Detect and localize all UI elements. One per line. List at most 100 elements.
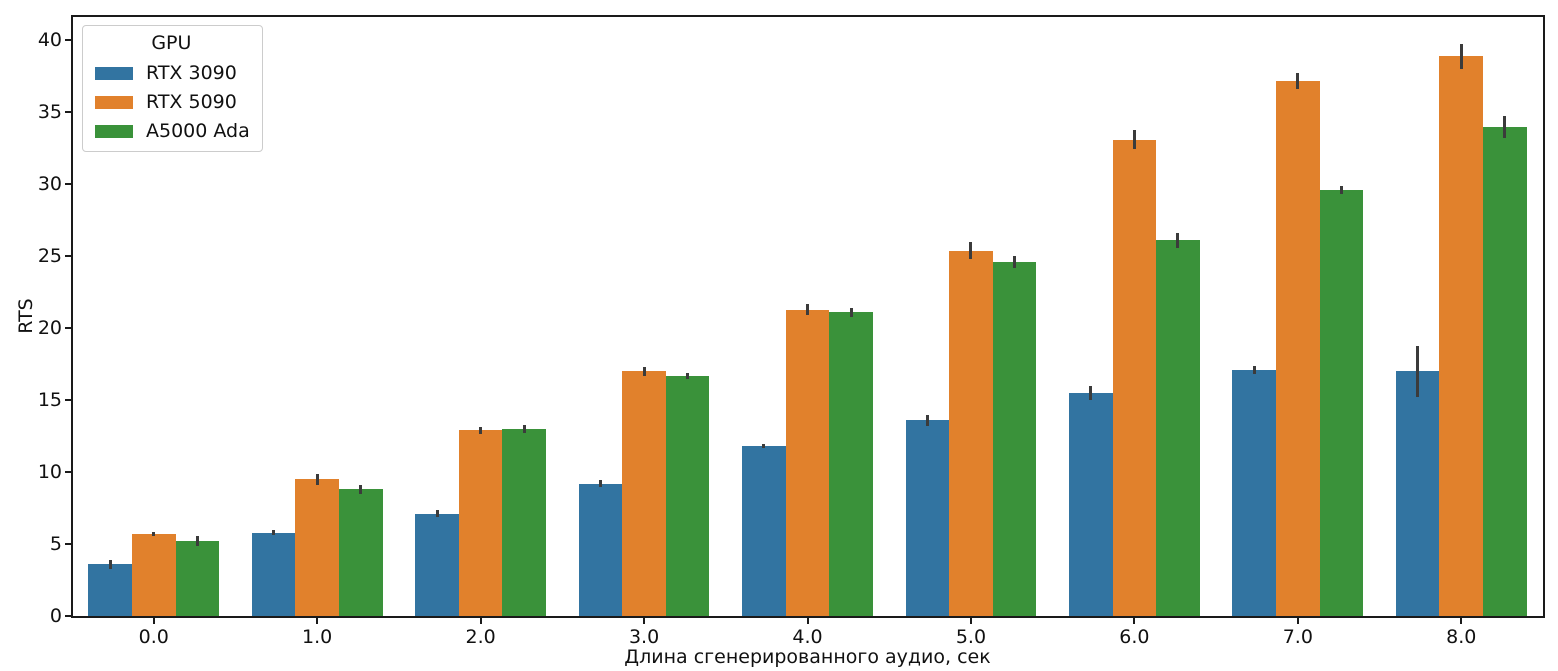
bar-rtx-3090-3.0 — [578, 483, 623, 616]
error-bar-a5000-ada-0.0 — [195, 536, 199, 547]
error-bar-rtx-5090-3.0 — [642, 367, 646, 376]
x-axis-title: Длина сгенерированного аудио, сек — [624, 646, 991, 668]
bar-rtx-5090-3.0 — [622, 371, 666, 616]
y-tick-label-20: 20 — [37, 317, 62, 340]
x-tick-label-7.0: 7.0 — [1282, 626, 1313, 648]
x-tick-mark-0.0 — [152, 618, 155, 624]
bar-rtx-3090-1.0 — [251, 532, 296, 616]
bar-a5000-ada-3.0 — [665, 375, 710, 616]
bar-rtx-3090-8.0 — [1395, 371, 1440, 616]
x-tick-mark-3.0 — [643, 618, 646, 624]
bar-rtx-5090-7.0 — [1276, 80, 1320, 616]
x-tick-label-2.0: 2.0 — [465, 626, 496, 648]
x-tick-label-8.0: 8.0 — [1446, 626, 1477, 648]
y-tick-mark-25 — [65, 255, 72, 258]
bar-a5000-ada-4.0 — [829, 312, 873, 616]
bar-a5000-ada-1.0 — [338, 489, 383, 616]
x-tick-label-4.0: 4.0 — [792, 626, 823, 648]
legend: GPU RTX 3090 RTX 5090 A5000 Ada — [82, 25, 263, 152]
bar-rtx-5090-5.0 — [949, 250, 993, 616]
bar-rtx-5090-6.0 — [1112, 139, 1157, 616]
bar-a5000-ada-6.0 — [1156, 240, 1200, 616]
legend-items: RTX 3090 RTX 5090 A5000 Ada — [93, 61, 250, 143]
y-tick-mark-20 — [65, 327, 72, 330]
y-tick-label-30: 30 — [37, 173, 62, 196]
y-tick-label-5: 5 — [49, 533, 62, 556]
x-tick-label-1.0: 1.0 — [302, 626, 333, 648]
legend-swatch-a5000-ada — [95, 124, 133, 138]
legend-label-rtx-5090: RTX 5090 — [146, 91, 237, 113]
y-tick-mark-40 — [65, 39, 72, 42]
y-tick-label-0: 0 — [49, 605, 62, 627]
x-tick-mark-4.0 — [806, 618, 809, 624]
legend-item-a5000-ada: A5000 Ada — [93, 119, 250, 143]
legend-label-a5000-ada: A5000 Ada — [146, 120, 250, 142]
error-bar-rtx-3090-8.0 — [1416, 346, 1420, 397]
error-bar-rtx-5090-8.0 — [1459, 44, 1463, 69]
bar-rtx-3090-5.0 — [905, 420, 950, 616]
bar-rtx-3090-2.0 — [415, 513, 459, 616]
x-tick-mark-6.0 — [1133, 618, 1136, 624]
bar-a5000-ada-7.0 — [1319, 190, 1364, 616]
x-tick-mark-2.0 — [479, 618, 482, 624]
error-bar-rtx-3090-5.0 — [925, 414, 929, 427]
y-tick-label-40: 40 — [37, 29, 62, 52]
y-tick-mark-15 — [65, 399, 72, 402]
error-bar-rtx-3090-1.0 — [272, 529, 276, 536]
error-bar-a5000-ada-7.0 — [1339, 185, 1343, 195]
legend-swatch-rtx-3090 — [95, 66, 133, 80]
y-tick-mark-0 — [65, 615, 72, 617]
legend-item-rtx-5090: RTX 5090 — [93, 90, 250, 114]
x-tick-mark-1.0 — [316, 618, 319, 624]
error-bar-a5000-ada-6.0 — [1176, 232, 1180, 249]
error-bar-rtx-3090-2.0 — [435, 510, 439, 518]
error-bar-rtx-5090-5.0 — [969, 241, 973, 260]
x-tick-label-6.0: 6.0 — [1119, 626, 1150, 648]
error-bar-rtx-5090-7.0 — [1296, 72, 1300, 89]
bar-rtx-5090-8.0 — [1439, 56, 1484, 616]
y-tick-label-35: 35 — [37, 101, 62, 124]
error-bar-a5000-ada-3.0 — [686, 372, 690, 379]
legend-item-rtx-3090: RTX 3090 — [93, 61, 250, 85]
bar-a5000-ada-8.0 — [1483, 126, 1527, 616]
bar-a5000-ada-0.0 — [175, 541, 220, 616]
error-bar-rtx-5090-0.0 — [152, 531, 156, 537]
error-bar-rtx-5090-6.0 — [1132, 130, 1136, 150]
bar-rtx-3090-6.0 — [1069, 392, 1113, 616]
bar-a5000-ada-5.0 — [992, 262, 1037, 616]
bar-rtx-5090-4.0 — [785, 309, 830, 616]
legend-swatch-rtx-5090 — [95, 95, 133, 109]
bar-rtx-5090-1.0 — [295, 479, 339, 616]
legend-title: GPU — [151, 32, 192, 54]
x-tick-label-3.0: 3.0 — [628, 626, 660, 648]
y-tick-label-25: 25 — [37, 245, 62, 268]
error-bar-a5000-ada-8.0 — [1503, 116, 1507, 138]
error-bar-rtx-5090-1.0 — [315, 473, 319, 486]
error-bar-a5000-ada-2.0 — [522, 424, 526, 434]
error-bar-rtx-3090-7.0 — [1252, 366, 1256, 374]
y-tick-mark-10 — [65, 471, 72, 474]
x-tick-mark-7.0 — [1296, 618, 1299, 624]
y-tick-label-10: 10 — [37, 461, 62, 484]
error-bar-rtx-5090-4.0 — [806, 304, 809, 315]
error-bar-a5000-ada-5.0 — [1013, 256, 1017, 268]
x-tick-mark-5.0 — [969, 618, 972, 624]
error-bar-rtx-3090-0.0 — [108, 559, 112, 569]
error-bar-rtx-3090-3.0 — [598, 480, 602, 488]
y-tick-mark-30 — [65, 183, 72, 186]
error-bar-a5000-ada-1.0 — [359, 485, 363, 494]
bar-rtx-5090-0.0 — [131, 533, 176, 616]
bar-rtx-3090-0.0 — [88, 564, 132, 616]
x-tick-label-0.0: 0.0 — [138, 626, 169, 648]
y-tick-mark-35 — [65, 111, 72, 114]
bar-rtx-3090-4.0 — [742, 446, 786, 616]
bar-rtx-5090-2.0 — [458, 430, 503, 616]
error-bar-rtx-3090-6.0 — [1089, 385, 1093, 401]
y-tick-mark-5 — [65, 543, 72, 546]
error-bar-rtx-3090-4.0 — [762, 444, 766, 449]
bar-a5000-ada-2.0 — [502, 428, 546, 616]
x-tick-label-5.0: 5.0 — [955, 626, 987, 648]
legend-label-rtx-3090: RTX 3090 — [146, 62, 237, 84]
x-tick-mark-8.0 — [1460, 618, 1463, 624]
